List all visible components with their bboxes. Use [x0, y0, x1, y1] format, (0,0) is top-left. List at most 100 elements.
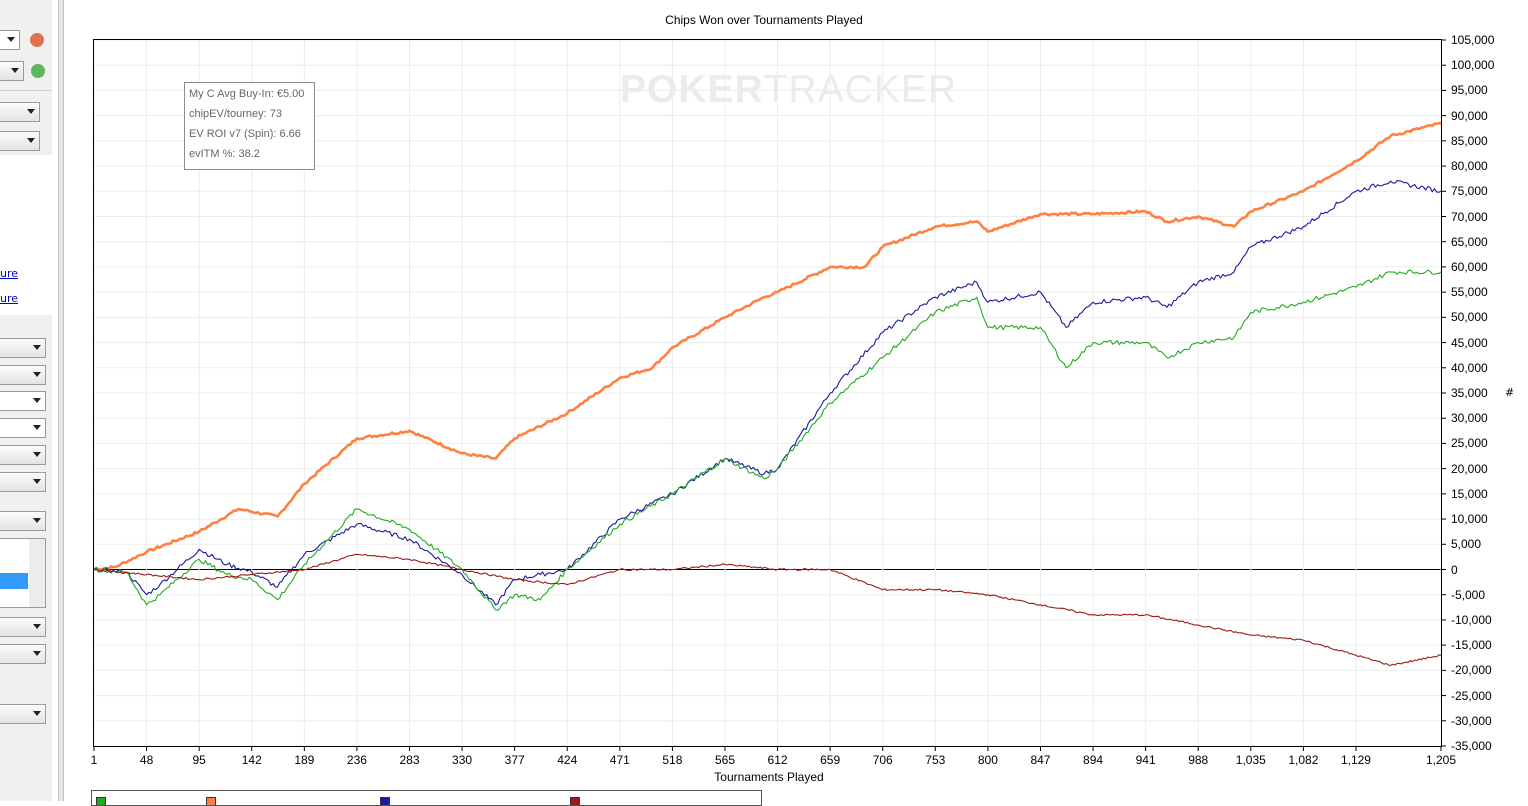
stats-tooltip: My C Avg Buy-In: €5.00 chipEV/tourney: 7… [184, 82, 315, 170]
y-axis-label: # [1505, 386, 1515, 399]
sidebar-dropdown[interactable] [0, 365, 46, 385]
y-tick-label: 85,000 [1451, 133, 1488, 148]
chevron-down-icon [33, 651, 41, 656]
watermark-logo: POKERTRACKER [620, 68, 957, 112]
sidebar-dropdown[interactable] [0, 338, 46, 358]
series-line [93, 179, 1442, 606]
calendar-icon [33, 398, 41, 403]
x-tick-label: 894 [1083, 753, 1104, 767]
sidebar-date-picker[interactable] [0, 391, 46, 411]
y-tick-label: -35,000 [1451, 739, 1492, 753]
series-line [93, 553, 1442, 666]
y-tick-label: 105,000 [1451, 33, 1495, 47]
x-tick-label: 753 [925, 753, 946, 767]
series-line [93, 121, 1441, 572]
y-tick-label: 40,000 [1451, 360, 1488, 375]
x-tick-label: 1,082 [1288, 753, 1319, 767]
x-tick-label: 142 [241, 753, 262, 767]
x-tick-label: 612 [767, 753, 788, 767]
sidebar-panel [0, 155, 52, 315]
x-tick-label: 1,035 [1235, 753, 1266, 767]
watermark-part: TRACKER [763, 68, 958, 111]
user-icon[interactable] [30, 33, 44, 47]
sidebar-dropdown[interactable] [0, 617, 46, 637]
left-sidebar: ure ure [0, 0, 52, 801]
x-tick-label: 800 [977, 753, 998, 767]
y-tick-label: -10,000 [1451, 612, 1492, 627]
x-tick-label: 377 [504, 753, 525, 767]
sidebar-link[interactable]: ure [0, 292, 19, 305]
x-tick-label: 1,129 [1340, 753, 1371, 767]
help-icon[interactable] [31, 64, 45, 78]
y-tick-label: -30,000 [1451, 713, 1492, 728]
tooltip-line: chipEV/tourney: 73 [189, 108, 282, 120]
sidebar-list[interactable] [0, 538, 46, 608]
legend-swatch [570, 797, 580, 805]
chevron-down-icon [33, 452, 41, 457]
y-tick-label: 95,000 [1451, 83, 1488, 98]
splitter-handle[interactable] [58, 0, 64, 801]
watermark-part: POKER [620, 68, 764, 111]
x-tick-label: 1 [90, 753, 98, 767]
x-tick-label: 1,205 [1425, 753, 1457, 767]
chart-legend [91, 790, 762, 806]
sidebar-dropdown[interactable] [0, 30, 20, 50]
y-tick-label: 10,000 [1451, 512, 1488, 527]
chevron-down-icon [27, 109, 35, 114]
legend-swatch [206, 797, 216, 805]
y-tick-label: 20,000 [1451, 461, 1488, 476]
x-tick-label: 565 [714, 753, 735, 767]
y-tick-label: -25,000 [1451, 688, 1492, 703]
list-selected-item[interactable] [0, 573, 28, 589]
chart-title: Chips Won over Tournaments Played [665, 13, 863, 27]
x-tick-label: 847 [1030, 753, 1051, 767]
x-tick-label: 236 [346, 753, 367, 767]
calendar-icon [33, 425, 41, 430]
legend-swatch [380, 797, 390, 805]
y-tick-label: 55,000 [1451, 285, 1488, 300]
y-tick-label: 15,000 [1451, 486, 1488, 501]
chevron-down-icon [33, 711, 41, 716]
y-tick-label: 60,000 [1451, 259, 1488, 274]
x-tick-label: 518 [662, 753, 683, 767]
tooltip-line: EV ROI v7 (Spin): 6.66 [189, 128, 301, 140]
series-line [93, 269, 1442, 611]
y-tick-label: -5,000 [1451, 587, 1486, 602]
y-tick-label: 0 [1451, 562, 1458, 577]
sidebar-dropdown[interactable] [0, 472, 46, 492]
x-tick-label: 471 [609, 753, 630, 767]
y-tick-label: 35,000 [1451, 386, 1488, 400]
chevron-down-icon [33, 372, 41, 377]
y-tick-label: 65,000 [1451, 234, 1488, 249]
sidebar-link[interactable]: ure [0, 267, 19, 280]
y-tick-label: 75,000 [1451, 184, 1488, 199]
sidebar-dropdown[interactable] [0, 61, 24, 81]
scrollbar[interactable] [29, 539, 45, 607]
x-tick-label: 659 [820, 753, 841, 767]
sidebar-dropdown[interactable] [0, 102, 40, 122]
tooltip-line: evITM %: 38.2 [189, 148, 260, 160]
divider [0, 90, 52, 91]
chevron-down-icon [11, 68, 19, 73]
sidebar-dropdown[interactable] [0, 445, 46, 465]
sidebar-dropdown[interactable] [0, 704, 46, 724]
y-tick-label: 25,000 [1451, 436, 1488, 451]
sidebar-dropdown[interactable] [0, 511, 46, 531]
sidebar-date-picker[interactable] [0, 418, 46, 438]
y-tick-label: 30,000 [1451, 411, 1488, 426]
chevron-down-icon [33, 624, 41, 629]
chevron-down-icon [27, 138, 35, 143]
x-tick-label: 941 [1135, 753, 1156, 767]
x-tick-label: 988 [1188, 753, 1209, 767]
x-tick-label: 283 [399, 753, 420, 767]
chevron-down-icon [7, 37, 15, 42]
sidebar-dropdown[interactable] [0, 644, 46, 664]
legend-swatch [96, 797, 106, 805]
y-tick-label: -20,000 [1451, 663, 1492, 678]
x-tick-label: 48 [139, 753, 154, 767]
sidebar-dropdown[interactable] [0, 131, 40, 151]
chevron-down-icon [33, 345, 41, 350]
y-tick-label: 80,000 [1451, 159, 1488, 174]
x-axis-label: Tournaments Played [714, 770, 824, 784]
